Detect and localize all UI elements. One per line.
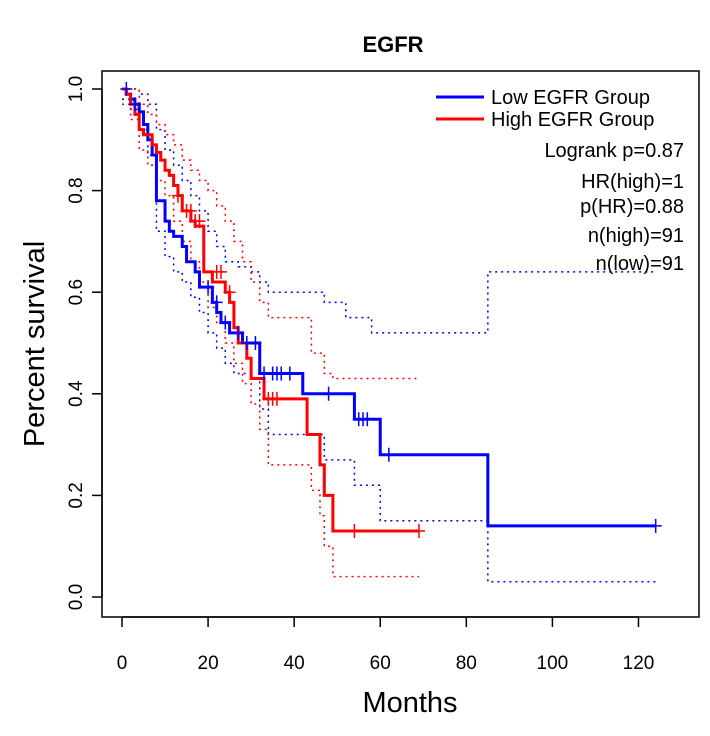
legend-label-high: High EGFR Group [491,109,654,131]
n-low: n(low)=91 [596,253,684,275]
censor-mark-high [223,285,236,300]
censor-mark-high [412,523,425,538]
censor-mark-high [270,391,283,406]
x-tick-label: 0 [117,653,128,674]
x-axis: 0 20 40 60 80 100 120 [117,616,655,674]
y-axis: 0.0 0.2 0.4 0.6 0.8 1.0 [66,76,103,610]
x-tick-label: 60 [370,653,391,674]
legend-label-low: Low EGFR Group [491,87,650,109]
y-tick-label: 1.0 [66,76,87,102]
x-tick-label: 80 [456,653,477,674]
censor-mark-high [193,214,206,229]
censor-mark-high [171,188,184,203]
x-tick-label: 120 [623,653,655,674]
logrank-p: Logrank p=0.87 [544,140,684,162]
censor-mark-low [120,82,133,96]
ci-upper-high [122,88,419,380]
n-high: n(high)=91 [588,225,684,247]
censor-mark-low [649,518,662,533]
y-tick-label: 0.4 [66,380,87,407]
censor-mark-low [249,336,262,350]
censor-mark-low [232,325,245,340]
censor-mark-low [128,97,141,112]
ci-lower-high [122,103,419,578]
x-tick-label: 40 [284,653,305,674]
ci-lower-low [122,98,656,583]
censor-mark-low [322,386,335,401]
censor-mark-high [348,523,361,538]
censor-mark-low [202,280,215,295]
confidence-bands [122,88,656,583]
censor-mark-high [184,203,197,218]
x-tick-label: 100 [537,653,569,674]
chart-title: EGFR [362,32,423,57]
y-tick-label: 0.0 [66,584,87,610]
legend: Low EGFR Group High EGFR Group [436,87,654,131]
censor-mark-low [219,315,232,330]
survival-curve-high [122,87,419,533]
y-tick-label: 0.8 [66,177,87,203]
y-tick-label: 0.2 [66,482,87,508]
y-tick-label: 0.6 [66,279,87,305]
hazard-ratio: HR(high)=1 [581,171,684,193]
censor-mark-low [361,412,374,427]
censor-mark-high [214,264,227,279]
hr-p-value: p(HR)=0.88 [580,196,684,218]
x-axis-label: Months [362,687,457,719]
y-axis-label: Percent survival [19,241,51,447]
censor-mark-low [382,447,395,462]
censor-marks [120,82,662,538]
statistics-annotations: Logrank p=0.87 HR(high)=1 p(HR)=0.88 n(h… [544,140,684,275]
censor-mark-low [210,295,223,310]
censor-mark-low [283,366,296,381]
x-tick-label: 20 [198,653,219,674]
